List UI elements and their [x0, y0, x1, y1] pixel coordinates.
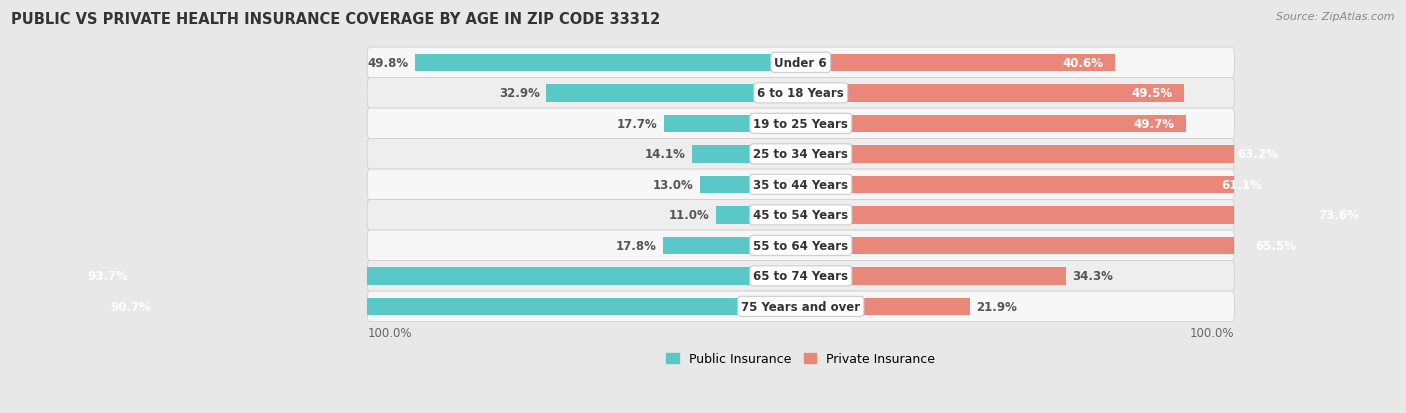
Text: 73.6%: 73.6%	[1319, 209, 1360, 222]
FancyBboxPatch shape	[367, 292, 1234, 322]
Text: Source: ZipAtlas.com: Source: ZipAtlas.com	[1277, 12, 1395, 22]
FancyBboxPatch shape	[367, 109, 1234, 139]
Text: 49.7%: 49.7%	[1133, 118, 1174, 131]
Bar	[801, 237, 1308, 254]
Bar	[546, 85, 801, 102]
Bar	[664, 115, 801, 133]
Text: 75 Years and over: 75 Years and over	[741, 300, 860, 313]
Text: 32.9%: 32.9%	[499, 87, 540, 100]
Bar	[664, 237, 801, 254]
Bar	[801, 206, 1371, 224]
Text: 45 to 54 Years: 45 to 54 Years	[754, 209, 848, 222]
Text: 21.9%: 21.9%	[977, 300, 1018, 313]
Bar	[801, 85, 1184, 102]
Bar	[98, 298, 801, 316]
Legend: Public Insurance, Private Insurance: Public Insurance, Private Insurance	[661, 347, 941, 370]
Text: 90.7%: 90.7%	[110, 300, 150, 313]
Text: 34.3%: 34.3%	[1073, 270, 1114, 282]
Text: 49.8%: 49.8%	[368, 57, 409, 70]
FancyBboxPatch shape	[367, 261, 1234, 292]
Text: 19 to 25 Years: 19 to 25 Years	[754, 118, 848, 131]
Text: Under 6: Under 6	[775, 57, 827, 70]
Text: 17.7%: 17.7%	[617, 118, 658, 131]
Text: 93.7%: 93.7%	[87, 270, 128, 282]
FancyBboxPatch shape	[367, 170, 1234, 200]
Text: 14.1%: 14.1%	[644, 148, 685, 161]
Text: PUBLIC VS PRIVATE HEALTH INSURANCE COVERAGE BY AGE IN ZIP CODE 33312: PUBLIC VS PRIVATE HEALTH INSURANCE COVER…	[11, 12, 661, 27]
Text: 55 to 64 Years: 55 to 64 Years	[754, 239, 848, 252]
Bar	[801, 115, 1185, 133]
Bar	[801, 267, 1066, 285]
Text: 65.5%: 65.5%	[1256, 239, 1296, 252]
Bar	[801, 176, 1274, 194]
Bar	[76, 267, 801, 285]
Bar	[801, 55, 1115, 72]
Text: 11.0%: 11.0%	[669, 209, 710, 222]
Bar	[801, 146, 1291, 163]
Bar	[700, 176, 801, 194]
Bar	[801, 298, 970, 316]
Text: 49.5%: 49.5%	[1132, 87, 1173, 100]
Text: 61.1%: 61.1%	[1222, 178, 1263, 191]
Text: 40.6%: 40.6%	[1063, 57, 1104, 70]
Text: 13.0%: 13.0%	[654, 178, 695, 191]
FancyBboxPatch shape	[367, 139, 1234, 170]
Text: 25 to 34 Years: 25 to 34 Years	[754, 148, 848, 161]
Bar	[716, 206, 801, 224]
Bar	[415, 55, 801, 72]
Text: 6 to 18 Years: 6 to 18 Years	[758, 87, 844, 100]
Text: 100.0%: 100.0%	[1189, 326, 1234, 339]
FancyBboxPatch shape	[367, 48, 1234, 78]
Bar	[692, 146, 801, 163]
FancyBboxPatch shape	[367, 200, 1234, 230]
Text: 65 to 74 Years: 65 to 74 Years	[754, 270, 848, 282]
FancyBboxPatch shape	[367, 78, 1234, 109]
Text: 63.2%: 63.2%	[1237, 148, 1278, 161]
FancyBboxPatch shape	[367, 230, 1234, 261]
Text: 17.8%: 17.8%	[616, 239, 657, 252]
Text: 100.0%: 100.0%	[367, 326, 412, 339]
Text: 35 to 44 Years: 35 to 44 Years	[754, 178, 848, 191]
